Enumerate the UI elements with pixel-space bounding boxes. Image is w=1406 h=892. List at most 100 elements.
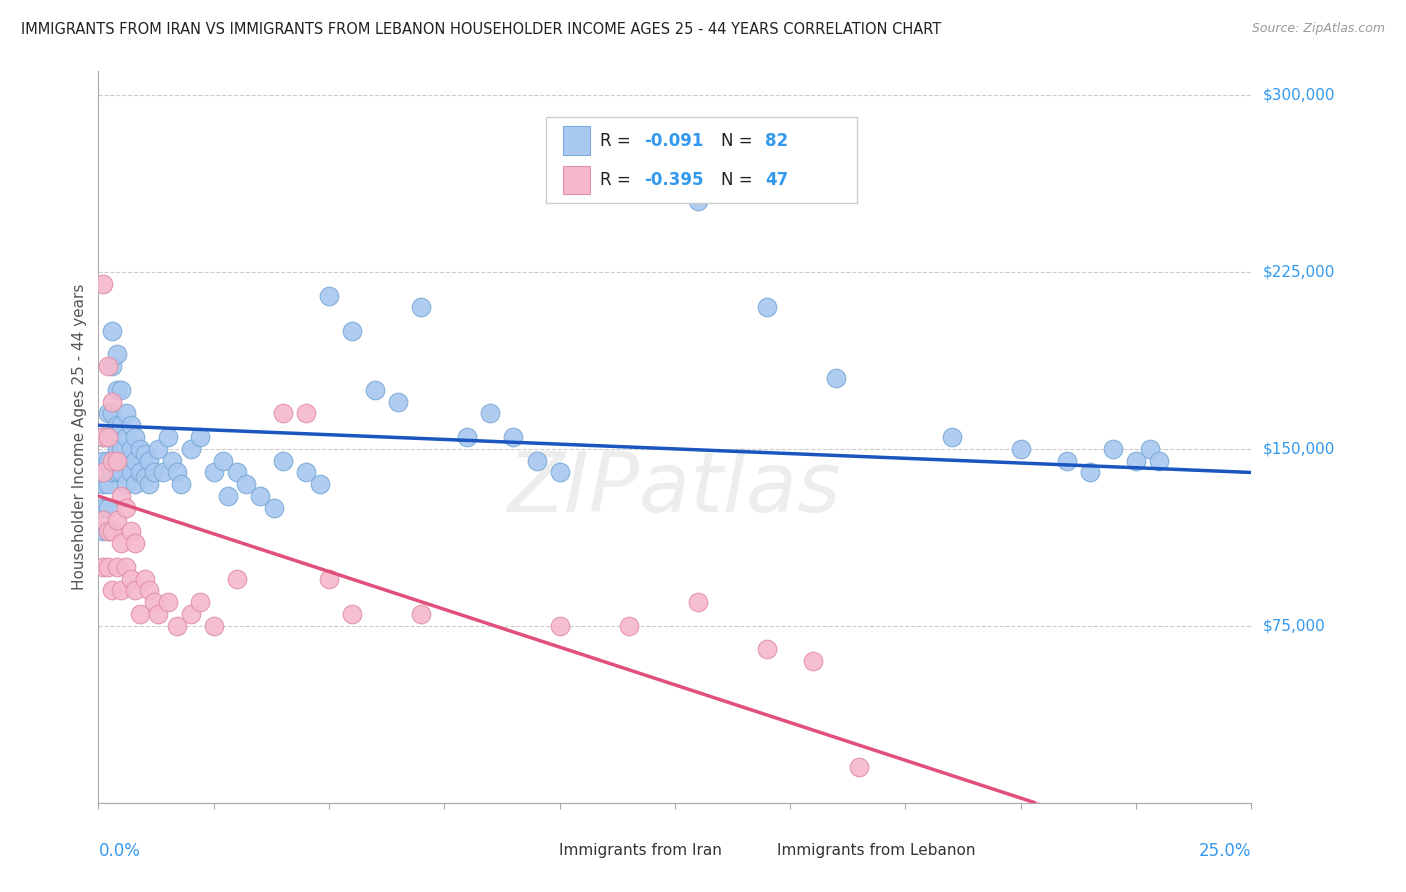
- Point: [166, 466, 188, 480]
- FancyBboxPatch shape: [742, 838, 769, 864]
- Point: [105, 466, 128, 480]
- Point: [101, 324, 124, 338]
- Point: [134, 470, 156, 484]
- Point: [1125, 453, 1147, 467]
- Point: [110, 536, 132, 550]
- Point: [756, 301, 779, 315]
- Point: [124, 583, 146, 598]
- Text: Source: ZipAtlas.com: Source: ZipAtlas.com: [1251, 22, 1385, 36]
- Point: [101, 453, 124, 467]
- Point: [101, 394, 124, 409]
- Point: [97, 359, 120, 374]
- Y-axis label: Householder Income Ages 25 - 44 years: Householder Income Ages 25 - 44 years: [72, 284, 87, 591]
- Point: [142, 595, 165, 609]
- Text: -0.395: -0.395: [644, 171, 704, 189]
- Point: [156, 430, 179, 444]
- Point: [295, 466, 318, 480]
- Point: [263, 500, 285, 515]
- Point: [170, 477, 193, 491]
- Point: [138, 453, 160, 467]
- Text: 25.0%: 25.0%: [1199, 842, 1251, 860]
- Text: Immigrants from Iran: Immigrants from Iran: [560, 844, 723, 858]
- Point: [120, 466, 142, 480]
- Point: [548, 619, 571, 633]
- Point: [148, 442, 170, 456]
- Point: [595, 123, 617, 137]
- Point: [271, 407, 294, 421]
- Point: [456, 430, 478, 444]
- Point: [115, 407, 138, 421]
- Point: [101, 359, 124, 374]
- Point: [91, 524, 114, 539]
- Point: [110, 466, 132, 480]
- Point: [1102, 442, 1125, 456]
- Point: [160, 453, 183, 467]
- Text: IMMIGRANTS FROM IRAN VS IMMIGRANTS FROM LEBANON HOUSEHOLDER INCOME AGES 25 - 44 : IMMIGRANTS FROM IRAN VS IMMIGRANTS FROM …: [21, 22, 942, 37]
- Point: [105, 383, 128, 397]
- Point: [124, 477, 146, 491]
- Point: [101, 583, 124, 598]
- Point: [120, 524, 142, 539]
- Text: R =: R =: [599, 131, 636, 150]
- Point: [217, 489, 239, 503]
- Point: [801, 654, 824, 668]
- Point: [134, 447, 156, 461]
- Point: [411, 301, 433, 315]
- Point: [180, 607, 202, 621]
- Point: [364, 383, 387, 397]
- Point: [91, 430, 114, 444]
- Text: 0.0%: 0.0%: [98, 842, 141, 860]
- Point: [110, 442, 132, 456]
- Point: [124, 430, 146, 444]
- Text: -0.091: -0.091: [644, 131, 703, 150]
- Point: [225, 572, 247, 586]
- Point: [188, 595, 211, 609]
- FancyBboxPatch shape: [524, 838, 551, 864]
- Point: [686, 194, 709, 208]
- Point: [110, 418, 132, 433]
- Point: [617, 619, 640, 633]
- Point: [97, 524, 120, 539]
- Point: [120, 442, 142, 456]
- Point: [271, 453, 294, 467]
- Point: [97, 407, 120, 421]
- Point: [166, 619, 188, 633]
- Point: [548, 466, 571, 480]
- Point: [115, 559, 138, 574]
- Point: [134, 572, 156, 586]
- Point: [152, 466, 174, 480]
- Point: [105, 442, 128, 456]
- Point: [756, 642, 779, 657]
- Text: R =: R =: [599, 171, 636, 189]
- FancyBboxPatch shape: [562, 166, 591, 194]
- Point: [105, 513, 128, 527]
- FancyBboxPatch shape: [546, 118, 856, 203]
- Point: [124, 453, 146, 467]
- Point: [105, 559, 128, 574]
- Point: [129, 442, 152, 456]
- Point: [138, 477, 160, 491]
- Point: [212, 453, 235, 467]
- Point: [502, 430, 524, 444]
- Point: [825, 371, 848, 385]
- Point: [105, 453, 128, 467]
- Point: [308, 477, 330, 491]
- Point: [1056, 453, 1078, 467]
- Point: [387, 394, 409, 409]
- Point: [249, 489, 271, 503]
- Point: [295, 407, 318, 421]
- Point: [848, 760, 870, 774]
- Point: [91, 513, 114, 527]
- Point: [101, 466, 124, 480]
- Point: [225, 466, 247, 480]
- Point: [97, 524, 120, 539]
- Point: [1010, 442, 1032, 456]
- Point: [1078, 466, 1101, 480]
- Point: [1139, 442, 1161, 456]
- Point: [110, 489, 132, 503]
- Point: [202, 619, 225, 633]
- Text: N =: N =: [721, 131, 758, 150]
- Point: [101, 430, 124, 444]
- Point: [120, 572, 142, 586]
- Point: [115, 500, 138, 515]
